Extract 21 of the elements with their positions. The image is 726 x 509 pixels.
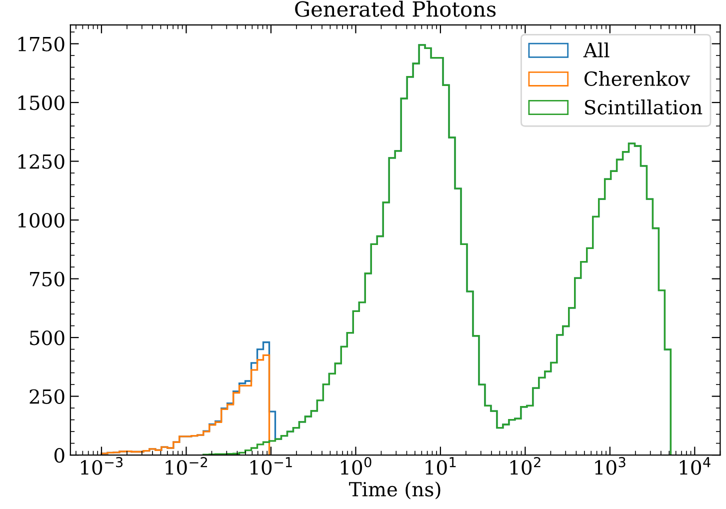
legend-label: All [583,42,610,58]
x-tick-label: 10$^{−3}$ [81,456,123,475]
x-axis-title: Time (ns) [349,482,440,500]
x-tick-label: 10$^{1}$ [426,457,456,475]
y-tick-label: 1750 [18,36,64,52]
legend-label: Cherenkov [584,70,690,86]
y-tick-label: 500 [30,330,64,346]
chart-title: Generated Photons [295,0,496,17]
legend-label: Scintillation [585,100,702,115]
y-tick-label: 750 [30,272,64,286]
y-tick-label: 1500 [18,95,64,110]
y-tick-label: 250 [30,389,64,404]
x-tick-label: 10$^{0}$ [340,456,372,475]
x-tick-label: 10$^{4}$ [680,457,710,475]
x-tick-label: 10$^{3}$ [595,456,626,475]
y-tick-label: 1250 [18,154,64,169]
y-tick-label: 1000 [18,212,64,228]
y-tick-label: 0 [54,448,64,463]
x-tick-label: 10$^{2}$ [510,456,540,475]
x-tick-label: 10$^{−1}$ [250,457,292,475]
x-tick-label: 10$^{−2}$ [166,456,208,475]
